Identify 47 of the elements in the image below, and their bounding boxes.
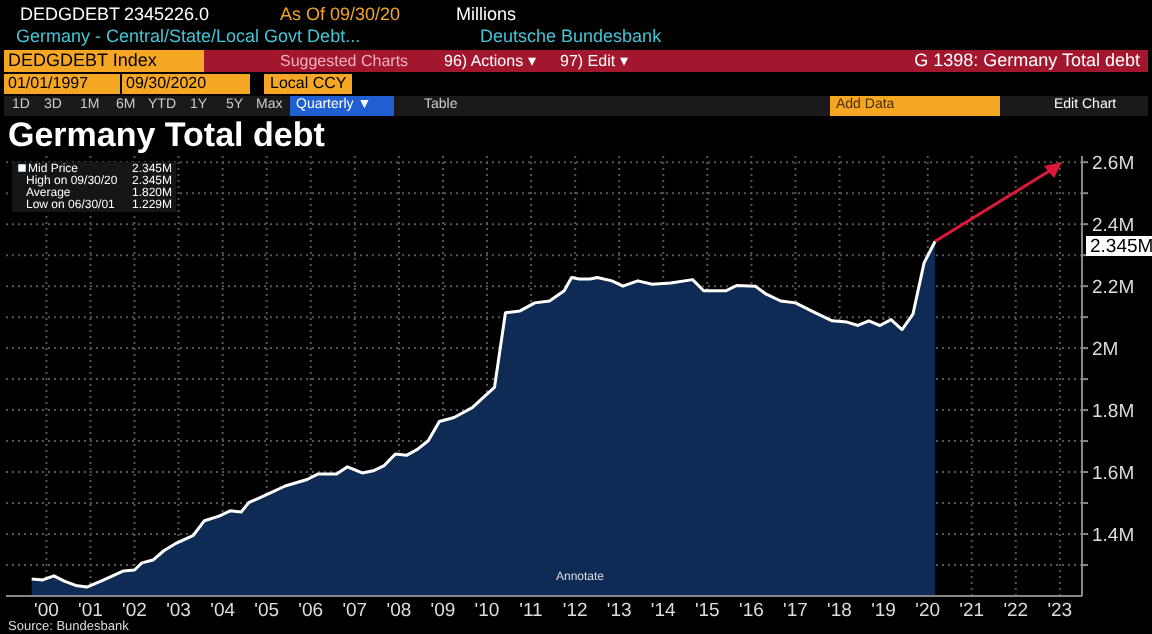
x-tick-label: '12 bbox=[562, 600, 588, 622]
x-tick-label: '18 bbox=[827, 600, 852, 622]
text: DEDGDEBT Index bbox=[8, 50, 158, 70]
text: Millions bbox=[456, 4, 518, 24]
text: Deutsche Bundesbank bbox=[480, 26, 663, 46]
chart-title: Germany Total debt bbox=[8, 116, 326, 154]
x-tick-label: '11 bbox=[519, 600, 543, 622]
text: As Of 09/30/20 bbox=[280, 4, 401, 24]
x-tick-label: '08 bbox=[386, 600, 412, 622]
x-tick-label: '22 bbox=[1003, 600, 1029, 622]
text: 09/30/2020 bbox=[126, 74, 208, 92]
x-tick-label: '10 bbox=[474, 600, 500, 622]
x-tick-label: '04 bbox=[210, 600, 236, 622]
y-tick-label: 2.4M bbox=[1092, 215, 1135, 238]
text: 01/01/1997 bbox=[8, 74, 90, 92]
text: 2.345M bbox=[1090, 236, 1152, 258]
y-tick-label: 2M bbox=[1092, 339, 1119, 362]
y-tick-label: 2.2M bbox=[1092, 277, 1135, 300]
y-tick-label: 1.6M bbox=[1092, 463, 1135, 486]
text: 2345226.0 bbox=[124, 4, 210, 24]
text: Germany - Central/State/Local Govt Debt... bbox=[16, 26, 361, 46]
x-tick-label: '01 bbox=[78, 600, 103, 622]
x-tick-label: '14 bbox=[650, 600, 676, 622]
x-tick-label: '17 bbox=[783, 600, 808, 622]
x-tick-label: '19 bbox=[871, 600, 896, 622]
x-tick-label: '03 bbox=[166, 600, 191, 622]
x-tick-label: '00 bbox=[34, 600, 59, 622]
x-tick-label: '16 bbox=[739, 600, 764, 622]
x-tick-label: '23 bbox=[1047, 600, 1073, 622]
x-tick-label: '21 bbox=[959, 600, 985, 622]
x-tick-label: '02 bbox=[122, 600, 147, 622]
x-tick-label: '06 bbox=[298, 600, 324, 622]
text: Suggested Charts bbox=[280, 52, 409, 70]
text: 97) Edit ▾ bbox=[560, 52, 628, 70]
x-tick-label: '05 bbox=[254, 600, 280, 622]
x-tick-label: '07 bbox=[342, 600, 368, 622]
y-tick-label: 2.6M bbox=[1092, 153, 1135, 176]
x-tick-label: '15 bbox=[694, 600, 720, 622]
y-tick-label: 1.8M bbox=[1092, 401, 1135, 424]
text: 96) Actions ▾ bbox=[444, 52, 536, 70]
y-tick-label: 1.4M bbox=[1092, 525, 1135, 548]
text: Local CCY bbox=[270, 74, 348, 92]
text: DEDGDEBT bbox=[20, 4, 122, 24]
x-tick-label: '13 bbox=[606, 600, 632, 622]
x-tick-label: '20 bbox=[915, 600, 941, 622]
text: G 1398: Germany Total debt bbox=[914, 50, 1141, 70]
x-tick-label: '09 bbox=[430, 600, 456, 622]
